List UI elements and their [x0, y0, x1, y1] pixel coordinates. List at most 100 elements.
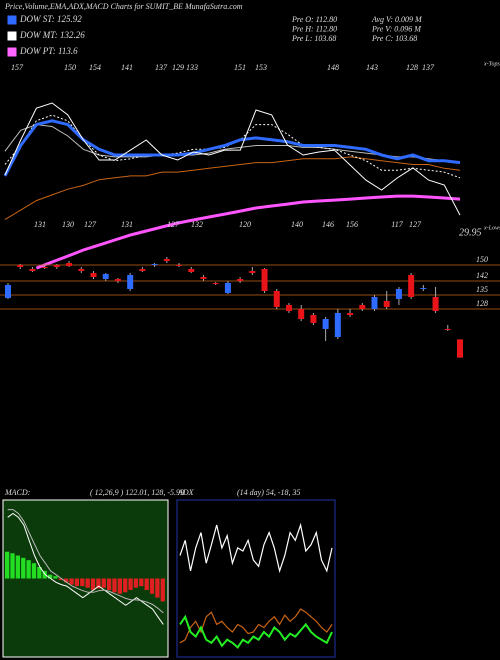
candle-body — [53, 265, 60, 267]
info-text: Pre O: 112.80 — [291, 15, 337, 24]
macd-bar — [139, 578, 144, 587]
info-text: Pre V: 0.096 M — [371, 24, 422, 33]
macd-bar — [144, 578, 149, 590]
top-label: 133 — [186, 63, 198, 72]
candle-body — [408, 275, 415, 297]
candle-body — [298, 309, 305, 319]
adx-params: (14 day) 54, -18, 35 — [237, 488, 301, 497]
candle-body — [237, 279, 244, 281]
low-label: 127 — [167, 220, 180, 229]
candle-body — [78, 269, 85, 271]
macd-bar — [37, 567, 42, 579]
info-text: Avg V: 0.009 M — [371, 15, 423, 24]
low-label: 146 — [322, 220, 334, 229]
top-label: 150 — [64, 63, 76, 72]
legend-label: DOW MT: 132.26 — [19, 30, 85, 40]
macd-line — [7, 512, 164, 625]
candle-body — [359, 305, 366, 309]
top-label: 141 — [121, 63, 133, 72]
macd-title: MACD: — [4, 488, 31, 497]
info-text: Pre H: 112.80 — [291, 24, 337, 33]
macd-bar — [123, 578, 128, 593]
candle-body — [371, 297, 378, 309]
candle-body — [261, 269, 268, 291]
macd-bar — [10, 553, 15, 579]
low-label: 117 — [391, 220, 403, 229]
macd-bar — [155, 578, 160, 598]
y-tick-label: 135 — [476, 285, 488, 294]
y-tick-label: 142 — [476, 271, 488, 280]
y-tick-label: 150 — [476, 255, 488, 264]
legend-swatch — [6, 14, 18, 26]
candle-body — [114, 279, 121, 281]
candle-body — [420, 288, 427, 289]
top-label: 151 — [234, 63, 246, 72]
candle-body — [224, 283, 231, 293]
top-label: 154 — [89, 63, 101, 72]
macd-bar — [15, 555, 21, 579]
candle-body — [151, 264, 158, 265]
candle-body — [5, 285, 11, 298]
macd-params: ( 12,26,9 ) 122.01, 128, -5.99 — [90, 488, 184, 497]
signal-line — [7, 509, 164, 614]
last-low: 29.95 — [459, 227, 482, 238]
info-text: Pre C: 103.68 — [371, 34, 417, 43]
top-label: 128 — [406, 63, 418, 72]
candle-body — [212, 283, 219, 284]
adx-line — [179, 608, 333, 644]
low-label: 140 — [291, 220, 303, 229]
macd-bar — [21, 557, 26, 579]
macd-bar — [90, 578, 96, 590]
candle-body — [249, 271, 256, 273]
page-title: Price,Volume,EMA,ADX,MACD Charts for SUM… — [4, 2, 243, 11]
macd-bar — [160, 578, 165, 602]
macd-bar — [149, 578, 155, 594]
macd-bar — [53, 576, 58, 579]
macd-bar — [117, 578, 122, 594]
candle-body — [66, 263, 73, 266]
top-label: 153 — [255, 63, 267, 72]
candle-body — [334, 313, 341, 337]
macd-bar — [112, 578, 117, 593]
candle-body — [90, 273, 97, 277]
top-label: 143 — [366, 63, 378, 72]
candle-body — [383, 301, 390, 307]
top-label: 148 — [327, 63, 339, 72]
legend-swatch — [6, 30, 18, 42]
top-label: 157 — [11, 63, 24, 72]
candle-body — [188, 269, 195, 272]
macd-bar — [31, 563, 37, 579]
candle-body — [444, 329, 451, 330]
candle-body — [347, 313, 354, 315]
candle-body — [29, 269, 36, 271]
low-label: 130 — [62, 220, 74, 229]
adx-title: ADX — [177, 488, 195, 497]
macd-bar — [69, 578, 74, 585]
macd-bar — [80, 578, 85, 587]
candle-body — [176, 265, 183, 266]
macd-bar — [85, 578, 90, 588]
candle-body — [273, 291, 280, 307]
ema-line — [3, 119, 461, 177]
candle-body — [432, 297, 439, 311]
macd-bar — [96, 578, 101, 589]
candle-body — [139, 269, 146, 271]
top-label: 137 — [422, 63, 435, 72]
candle-body — [41, 267, 48, 268]
ema-line — [35, 194, 461, 270]
ema-line — [4, 114, 461, 179]
top-label: 137 — [155, 63, 168, 72]
candle-body — [127, 275, 134, 289]
legend-label: DOW ST: 125.92 — [19, 14, 82, 24]
macd-bar — [74, 578, 80, 587]
tops-label: x-Tops — [483, 61, 500, 67]
adx-line — [179, 522, 333, 574]
candle-body — [457, 339, 463, 358]
ema-line — [4, 102, 461, 216]
macd-bar — [5, 551, 10, 579]
candle-body — [310, 315, 317, 323]
low-label: 127 — [84, 220, 97, 229]
candle-body — [395, 289, 402, 299]
